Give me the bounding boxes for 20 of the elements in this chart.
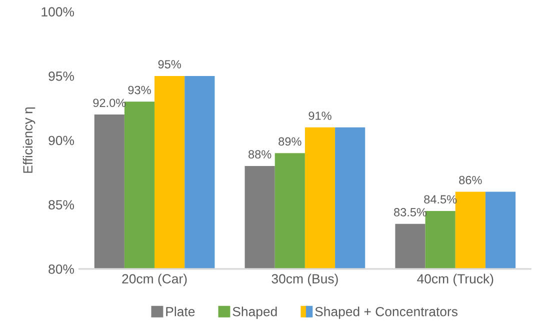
legend-label: Shaped + Concentrators <box>315 306 458 319</box>
data-label: 89% <box>278 137 302 146</box>
y-tick-label: 90% <box>48 136 74 146</box>
data-label: 95% <box>158 60 181 68</box>
y-tick-label: 100% <box>42 7 74 17</box>
y-tick-label: 80% <box>48 264 74 274</box>
y-tick-label: 95% <box>48 72 74 81</box>
data-label: 86% <box>459 176 482 184</box>
data-label: 93% <box>128 86 151 94</box>
data-label: 91% <box>308 112 332 120</box>
y-axis-title: Efficiency η <box>22 108 36 173</box>
data-label: 92.0% <box>93 98 126 108</box>
legend-label: Plate <box>166 306 195 316</box>
x-tick-label: 30cm (Bus) <box>272 274 338 286</box>
x-tick-label: 40cm (Truck) <box>417 274 494 286</box>
data-label: 83.5% <box>394 208 427 216</box>
y-tick-label: 85% <box>48 200 74 210</box>
legend-label: Shaped <box>232 306 277 319</box>
data-label: 88% <box>248 150 272 159</box>
x-tick-label: 20cm (Car) <box>122 274 187 286</box>
